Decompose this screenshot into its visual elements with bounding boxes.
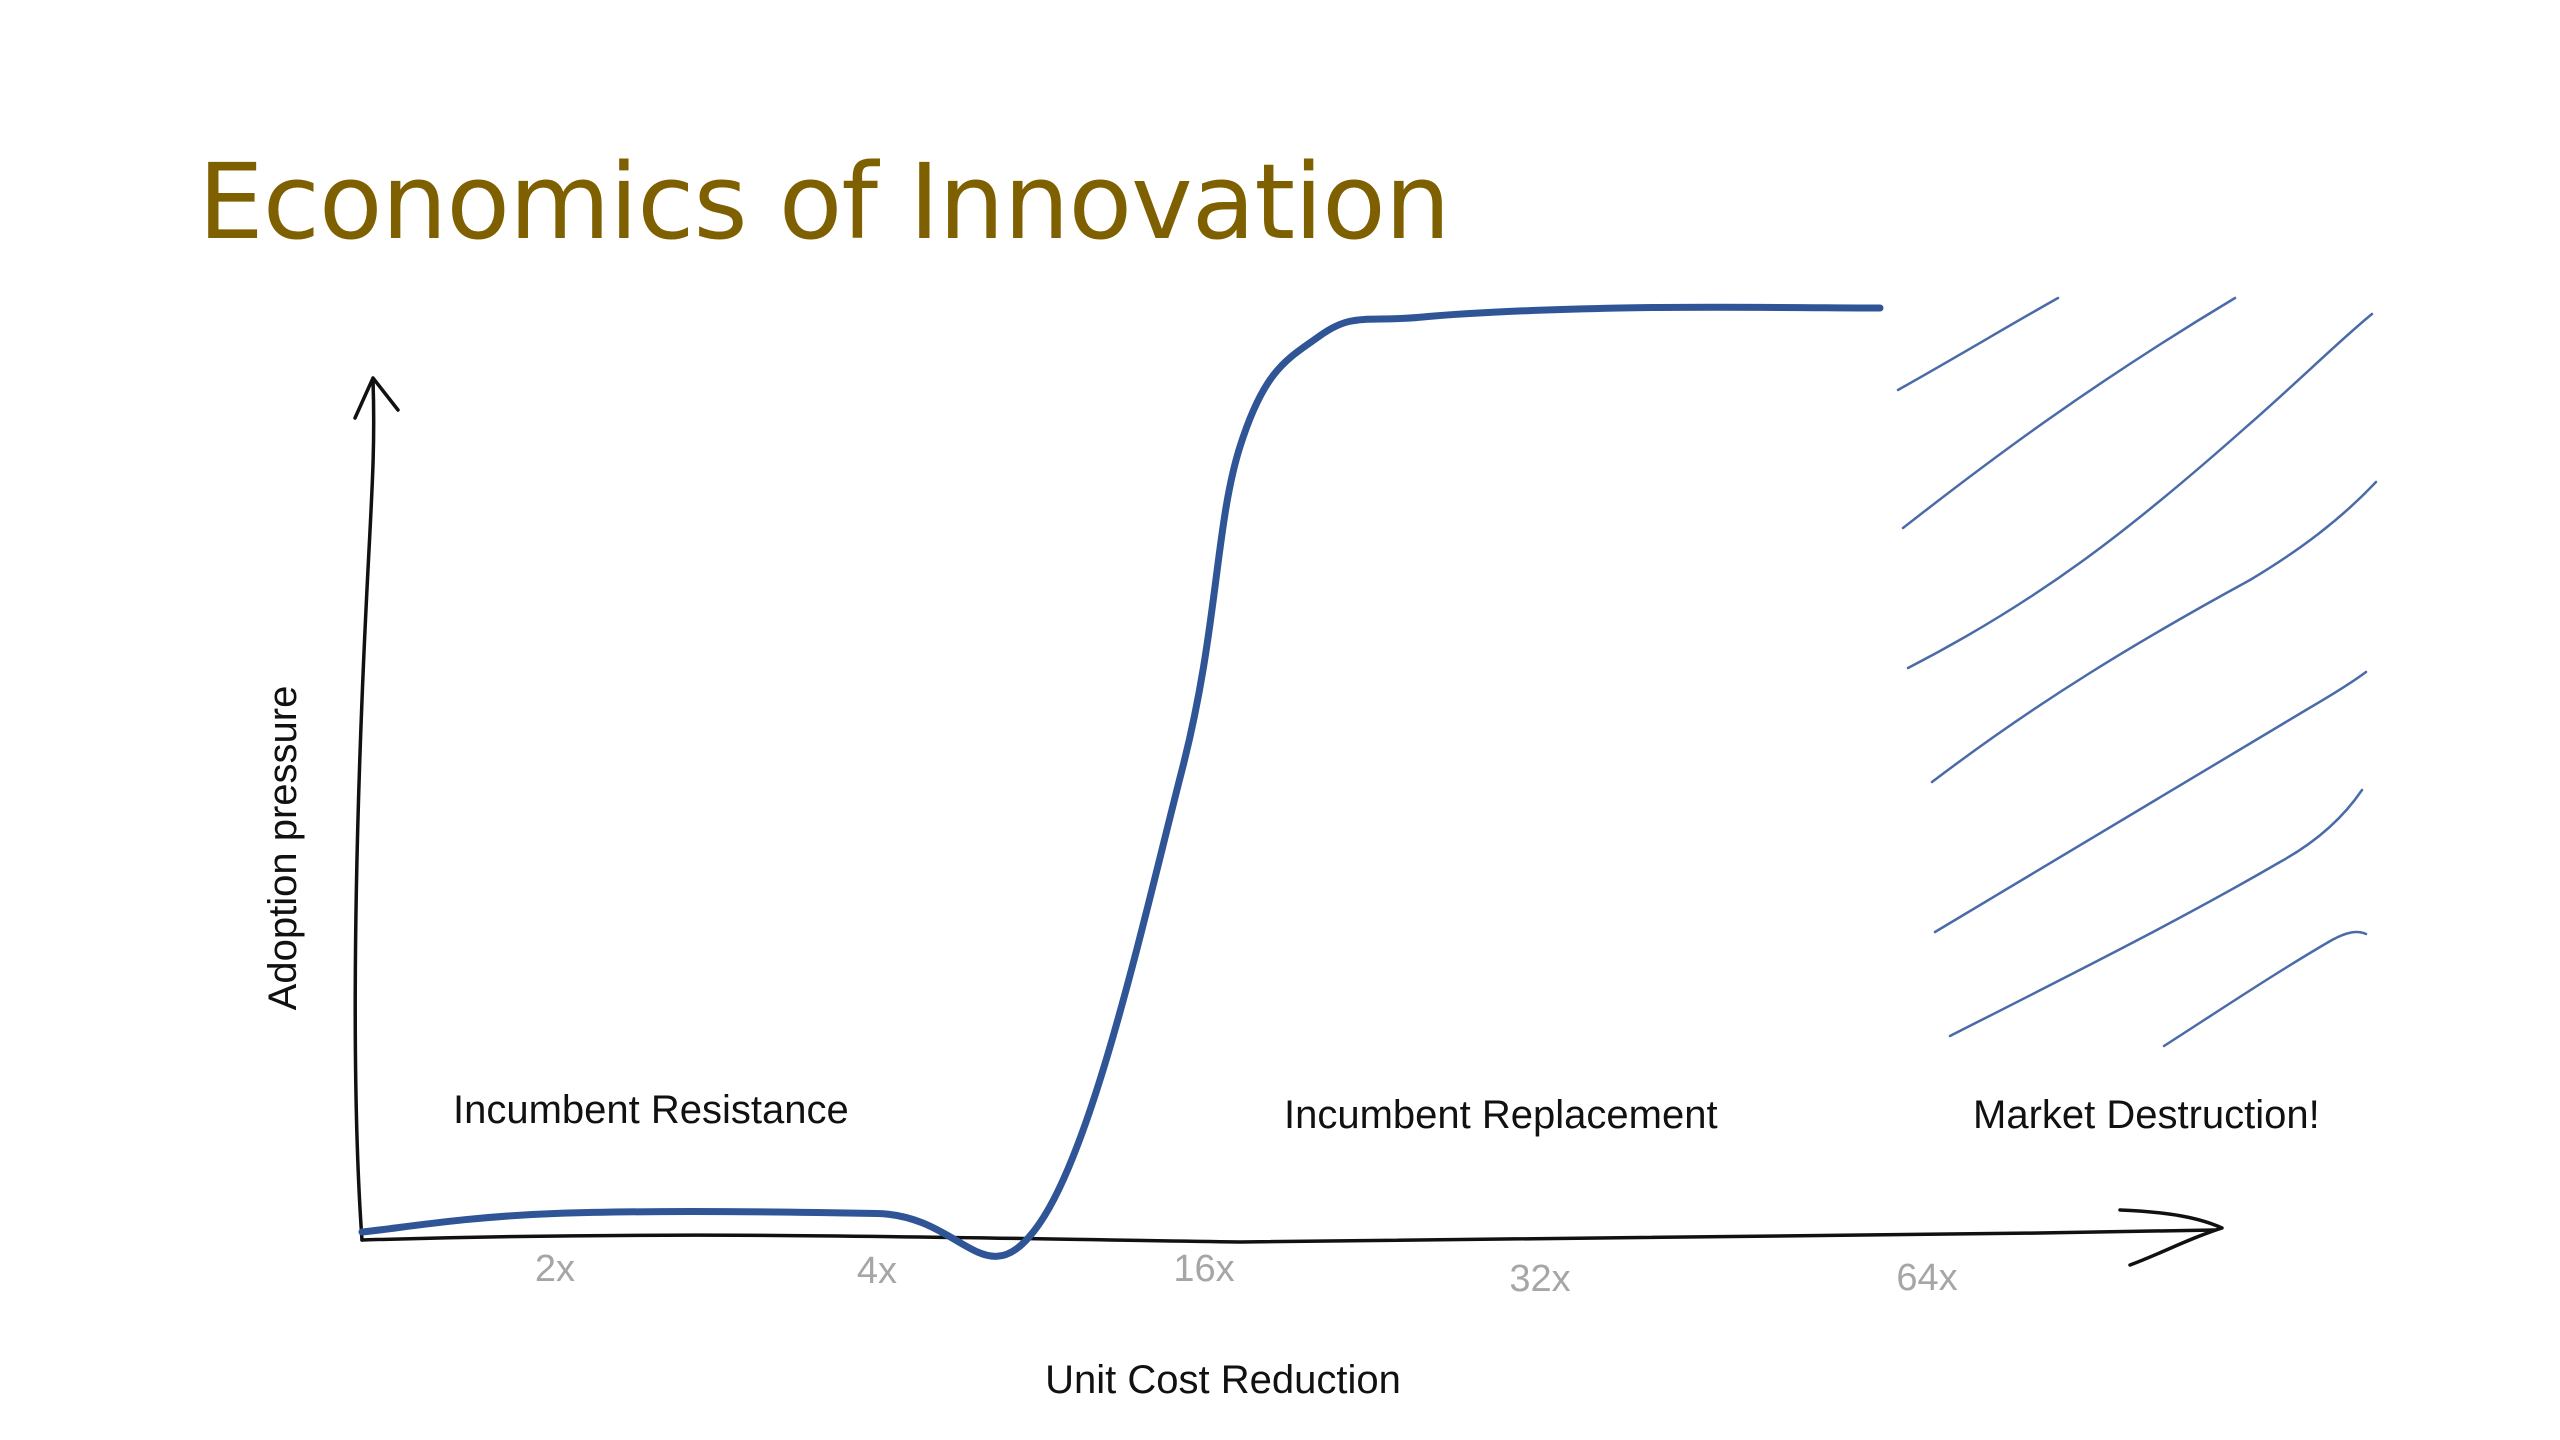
hatch-line-5 (1933, 670, 2368, 934)
x-tick-label-64x: 64x (1896, 1257, 1957, 1299)
region-label-destruction: Market Destruction! (1973, 1093, 2320, 1137)
s-curve-series (358, 303, 1884, 1260)
y-axis-line (353, 378, 376, 1242)
region-label-replacement: Incumbent Replacement (1284, 1093, 1718, 1137)
hatch-line-6 (1948, 788, 2364, 1038)
x-axis-title: Unit Cost Reduction (1045, 1358, 1401, 1402)
x-tick-label-16x: 16x (1173, 1248, 1234, 1290)
x-axis-line (360, 1228, 2217, 1244)
hatch-line-3 (1906, 312, 2374, 670)
y-axis-title: Adoption pressure (261, 686, 305, 1011)
x-tick-label-32x: 32x (1509, 1258, 1570, 1300)
x-tick-label-4x: 4x (857, 1250, 897, 1292)
slide-title: Economics of Innovation (198, 141, 1451, 263)
hatch-line-2 (1901, 296, 2237, 530)
hatch-line-1 (1896, 296, 2060, 392)
x-axis-arrowhead (2118, 1208, 2224, 1267)
market-destruction-hatch (1896, 296, 2378, 1048)
hatch-line-4 (1930, 480, 2378, 784)
y-axis-arrowhead (353, 376, 400, 420)
x-tick-label-2x: 2x (535, 1248, 575, 1290)
axes (353, 376, 2224, 1267)
hatch-line-7 (2162, 930, 2368, 1048)
region-label-resistance: Incumbent Resistance (453, 1088, 849, 1132)
